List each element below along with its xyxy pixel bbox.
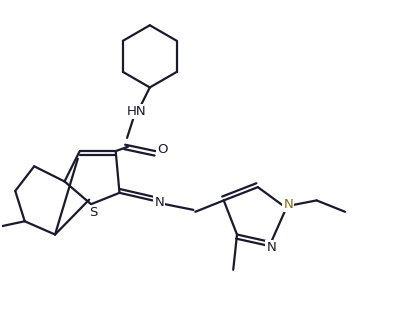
Text: HN: HN xyxy=(126,105,146,118)
Text: N: N xyxy=(154,196,164,209)
Text: N: N xyxy=(265,241,275,254)
Text: O: O xyxy=(157,143,167,156)
Text: S: S xyxy=(89,206,97,219)
Text: N: N xyxy=(283,198,292,211)
